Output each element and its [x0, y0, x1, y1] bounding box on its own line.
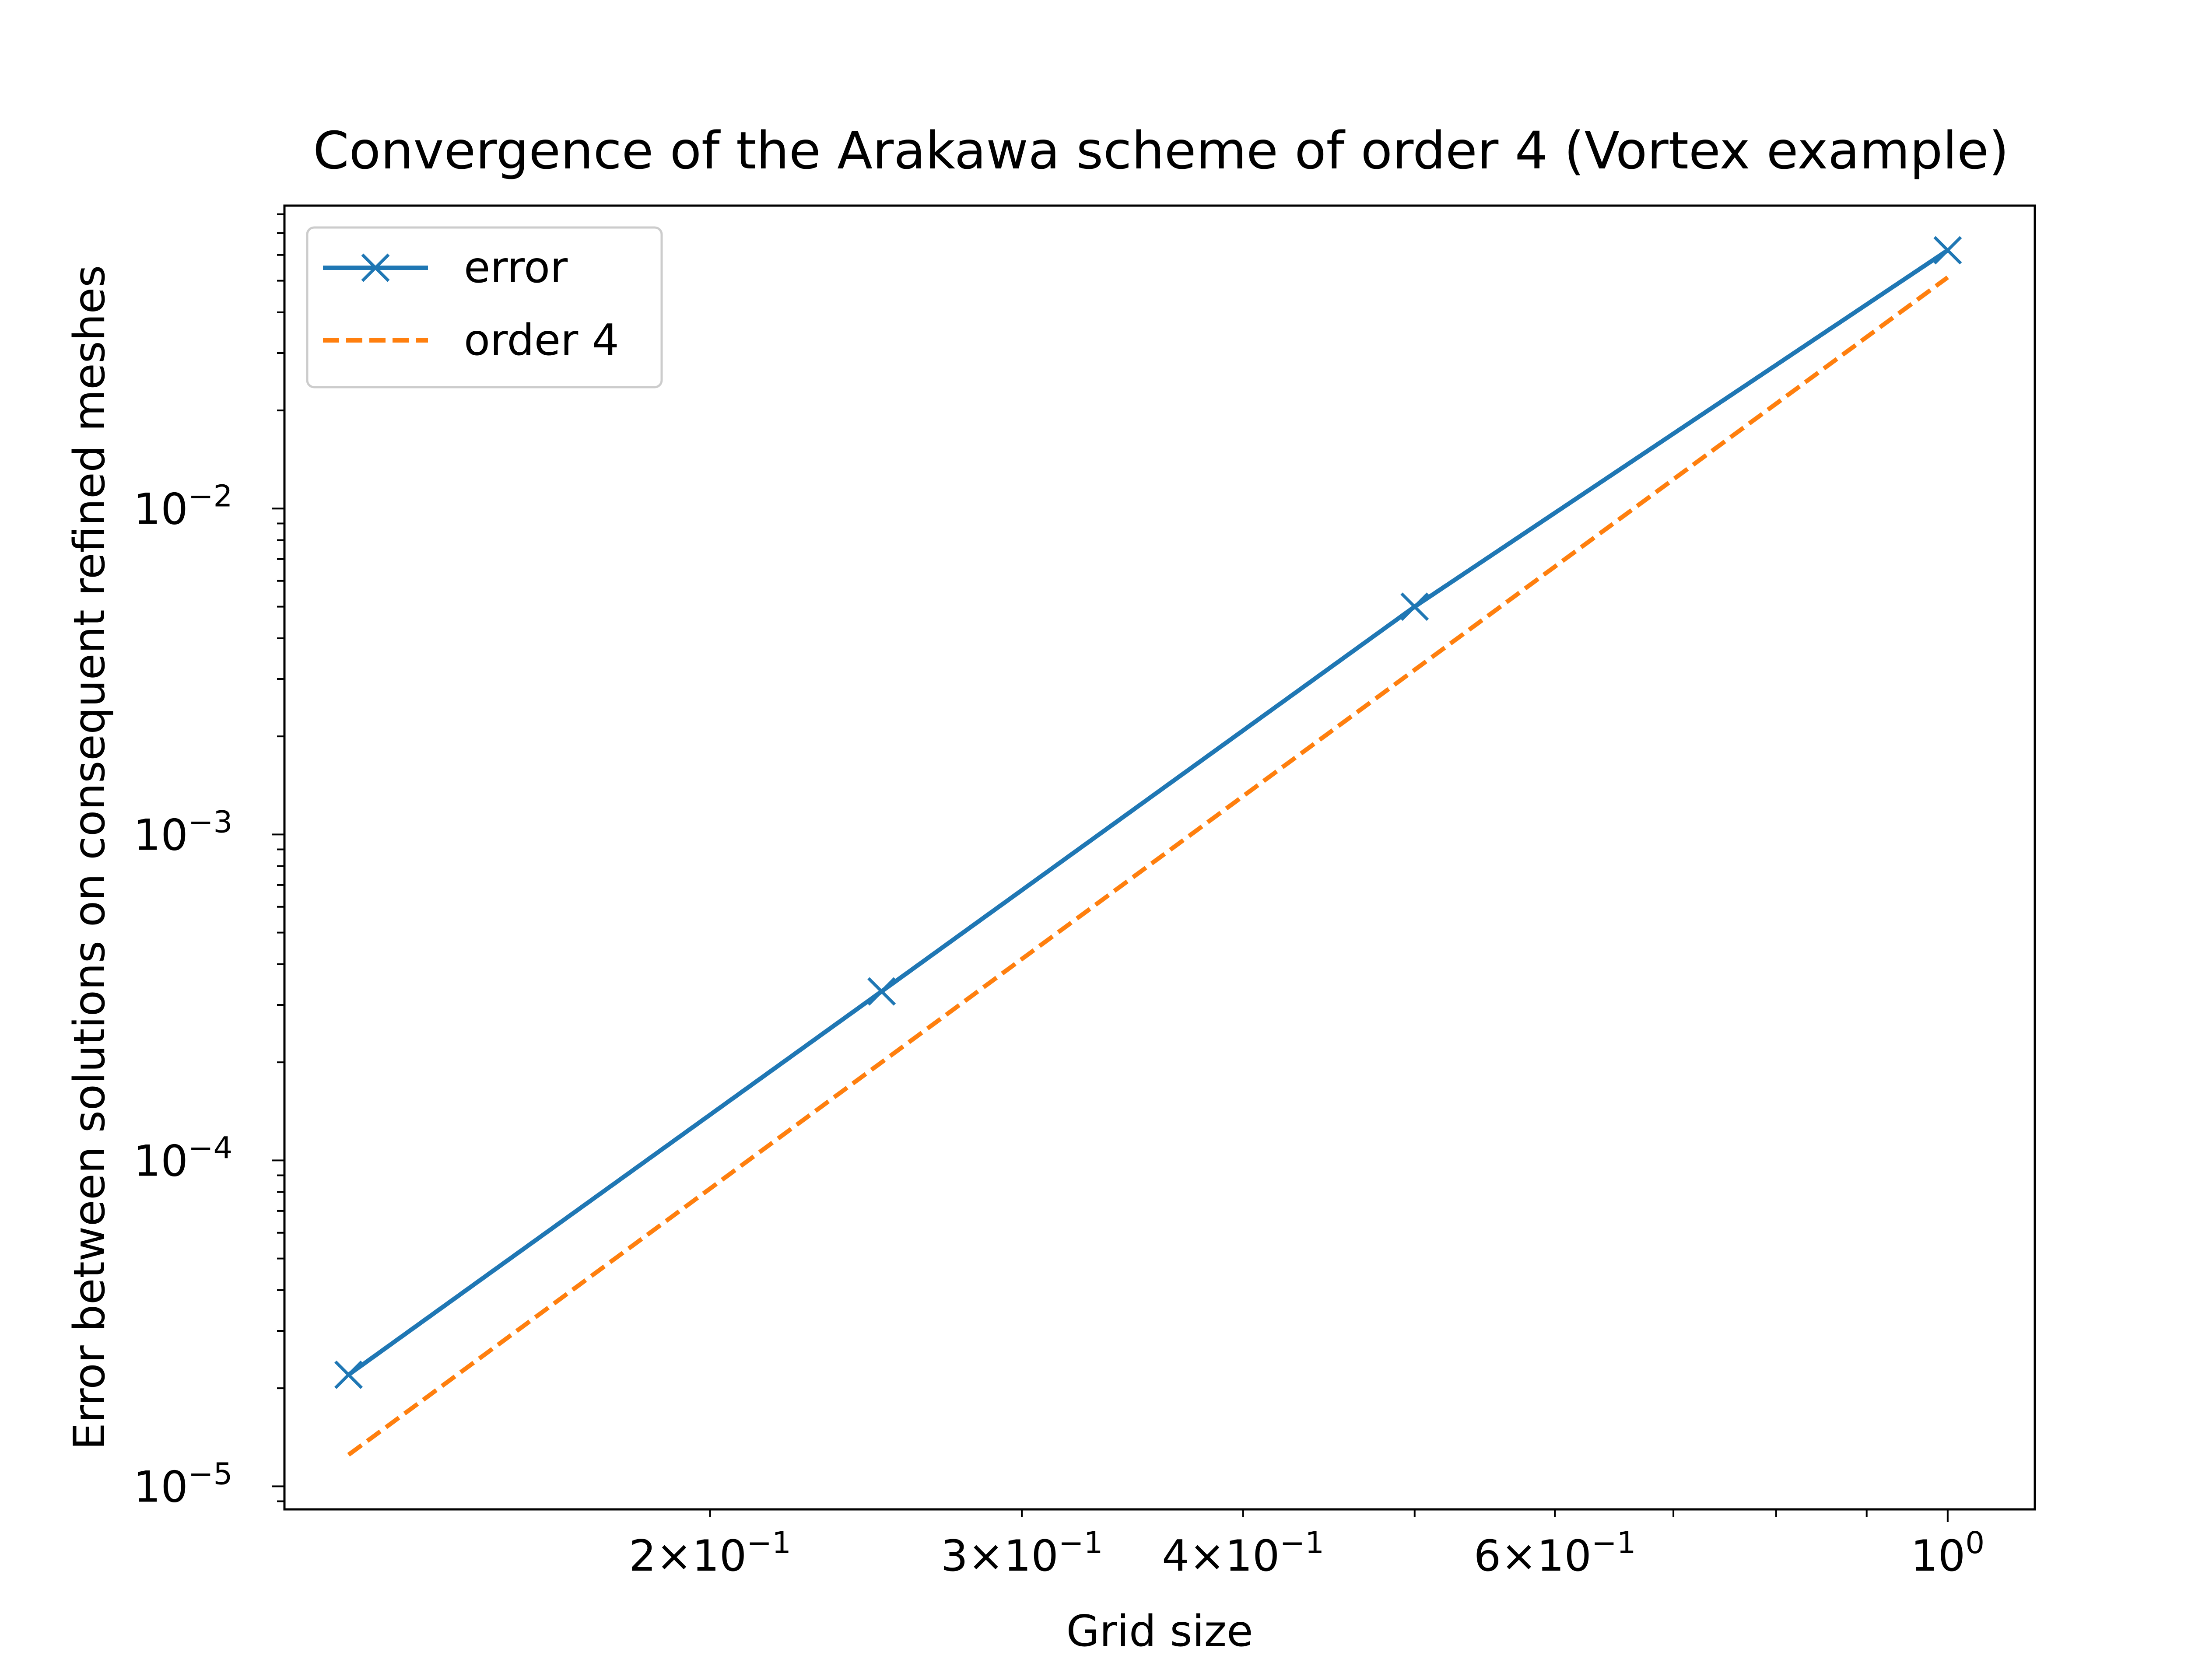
series-1-line — [347, 275, 1949, 1457]
x-tick-label: 100 — [1911, 1526, 1985, 1581]
x-tick-label: 6×10−1 — [1474, 1526, 1636, 1581]
series-0-point — [867, 977, 896, 1006]
series-0-point — [1400, 592, 1429, 621]
x-axis: 2×10−1 3×10−1 4×10−1 6×10−1 100 — [629, 1509, 1985, 1581]
y-tick-label: 10−3 — [133, 805, 232, 860]
x-axis-label: Grid size — [1066, 1606, 1253, 1656]
chart-title: Convergence of the Arakawa scheme of ord… — [313, 120, 2009, 181]
legend-error-label: error — [464, 243, 568, 293]
x-tick-label: 3×10−1 — [941, 1526, 1103, 1581]
series-0-point — [334, 1360, 363, 1389]
y-tick-label: 10−5 — [133, 1456, 232, 1512]
legend-error-marker — [361, 253, 390, 282]
y-tick-label: 10−2 — [133, 479, 232, 534]
plot-area — [283, 204, 2036, 1511]
y-axis: 10−5 10−4 10−3 10−2 — [133, 213, 284, 1512]
x-tick-label: 2×10−1 — [629, 1526, 791, 1581]
series-0-line — [347, 248, 1949, 1377]
plot-frame — [283, 204, 2036, 1511]
series-0-point — [1933, 236, 1962, 265]
y-axis-label: Error between solutions on consequent re… — [65, 265, 115, 1450]
legend-order4-label: order 4 — [464, 315, 619, 365]
y-tick-label: 10−4 — [133, 1130, 232, 1186]
series-layer — [334, 236, 1962, 1457]
x-tick-label: 4×10−1 — [1162, 1526, 1324, 1581]
legend: error order 4 — [306, 226, 663, 388]
